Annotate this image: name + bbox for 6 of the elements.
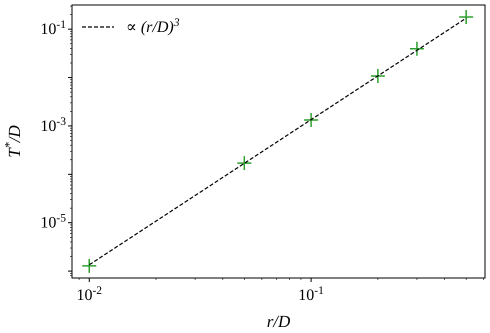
- y-tick-label: 10$^{-3}$: [40, 116, 66, 135]
- x-tick-label: 10$^{-2}$: [76, 285, 102, 304]
- y-tick-label: 10$^{-5}$: [40, 212, 66, 232]
- legend-label: ∝ (r/D)$^{3}$: [126, 17, 180, 36]
- y-tick-label: 10$^{-1}$: [40, 19, 66, 38]
- x-axis-title: r/D: [266, 312, 292, 331]
